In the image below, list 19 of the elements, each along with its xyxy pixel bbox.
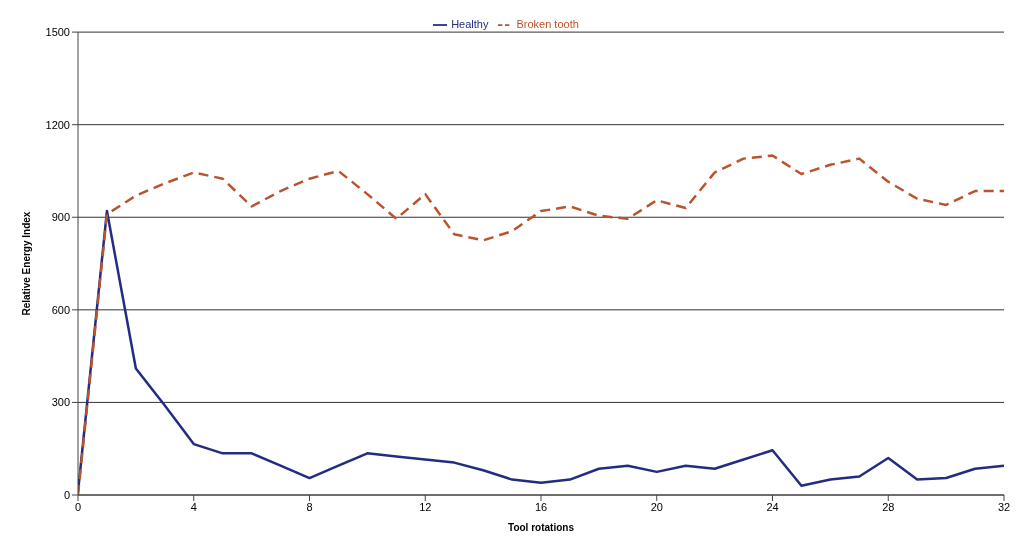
y-axis-title: Relative Energy Index	[20, 211, 32, 316]
x-tick-label: 20	[650, 500, 663, 513]
y-tick-label: 1500	[45, 26, 70, 38]
y-tick-label: 600	[51, 303, 70, 316]
legend-label: Healthy	[451, 18, 489, 30]
x-tick-label: 32	[997, 500, 1011, 513]
y-tick-label: 900	[51, 211, 70, 224]
x-tick-label: 28	[882, 500, 895, 513]
y-tick-label: 0	[63, 488, 70, 501]
x-tick-label: 12	[419, 500, 432, 513]
x-tick-label: 16	[534, 500, 548, 513]
y-tick-label: 1200	[45, 118, 70, 131]
legend-label: Broken tooth	[516, 18, 579, 30]
x-axis-title: Tool rotations	[508, 522, 575, 533]
x-tick-label: 0	[74, 500, 82, 513]
x-tick-label: 24	[766, 500, 779, 513]
x-tick-label: 4	[190, 500, 197, 513]
y-tick-label: 300	[51, 396, 70, 409]
x-tick-label: 8	[306, 500, 313, 513]
